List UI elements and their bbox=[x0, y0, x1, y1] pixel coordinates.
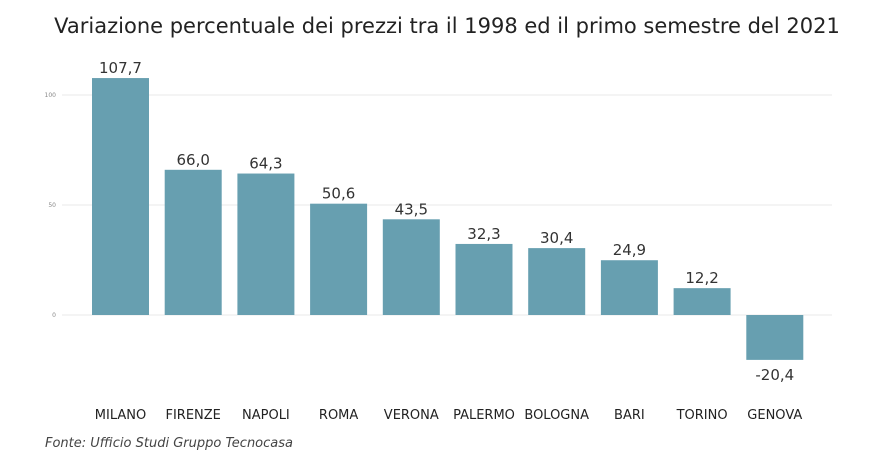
x-tick-label: FIRENZE bbox=[165, 408, 220, 423]
data-label: 66,0 bbox=[176, 151, 209, 169]
chart-title: Variazione percentuale dei prezzi tra il… bbox=[54, 14, 840, 38]
data-label: 64,3 bbox=[249, 155, 282, 173]
data-label: 24,9 bbox=[613, 241, 646, 259]
bar-verona bbox=[382, 219, 440, 315]
bar-palermo bbox=[455, 243, 513, 315]
x-tick-label: NAPOLI bbox=[242, 408, 290, 423]
data-label: -20,4 bbox=[755, 366, 794, 384]
x-tick-label: BARI bbox=[614, 408, 645, 423]
data-label: 12,2 bbox=[685, 269, 718, 287]
x-tick-label: GENOVA bbox=[747, 408, 802, 423]
x-tick-label: TORINO bbox=[676, 408, 728, 423]
x-tick-label: VERONA bbox=[384, 408, 439, 423]
bar-genova bbox=[746, 315, 804, 360]
bar-bologna bbox=[528, 248, 586, 315]
bar-roma bbox=[310, 203, 368, 315]
data-label: 32,3 bbox=[467, 225, 500, 243]
chart-source: Fonte: Ufficio Studi Gruppo Tecnocasa bbox=[45, 436, 293, 451]
bar-torino bbox=[673, 288, 731, 315]
x-tick-label: MILANO bbox=[95, 408, 146, 423]
y-tick-label: 50 bbox=[48, 202, 56, 209]
data-label: 107,7 bbox=[99, 59, 142, 77]
x-tick-label: BOLOGNA bbox=[524, 408, 589, 423]
x-tick-label: ROMA bbox=[319, 408, 358, 423]
bar-bari bbox=[600, 260, 658, 315]
data-label: 43,5 bbox=[395, 200, 428, 218]
data-label: 50,6 bbox=[322, 185, 355, 203]
bar-napoli bbox=[237, 173, 295, 315]
bar-milano bbox=[92, 78, 149, 315]
y-tick-label: 100 bbox=[45, 92, 57, 99]
data-label: 30,4 bbox=[540, 229, 573, 247]
bar-firenze bbox=[164, 169, 222, 315]
y-tick-label: 0 bbox=[52, 312, 56, 319]
x-tick-label: PALERMO bbox=[453, 408, 515, 423]
